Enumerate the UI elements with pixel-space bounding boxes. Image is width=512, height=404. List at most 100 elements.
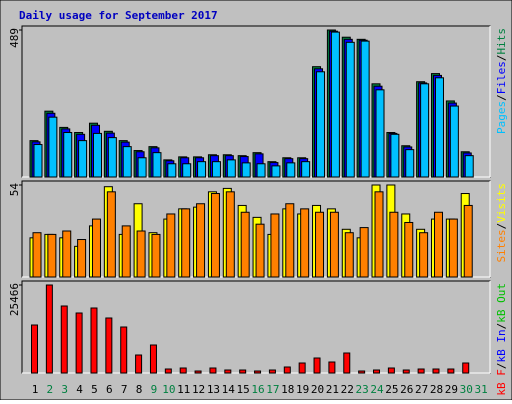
bar <box>283 366 291 374</box>
bar <box>449 105 459 178</box>
y-max-label: 54 <box>8 183 21 197</box>
bar <box>31 324 38 374</box>
x-tick-label: 28 <box>430 383 443 396</box>
legend-entry: kB In <box>495 329 508 362</box>
legend-separator: / <box>495 363 508 370</box>
bar <box>375 89 385 178</box>
bar <box>301 161 311 178</box>
x-tick-label: 31 <box>474 383 487 396</box>
bar <box>298 362 306 374</box>
bar <box>373 369 381 374</box>
legend: Sites/Visits <box>495 183 508 263</box>
bar <box>167 163 177 178</box>
bar <box>45 284 53 374</box>
bar <box>33 144 43 178</box>
legend-separator: / <box>495 223 508 230</box>
x-tick-label: 18 <box>281 383 294 396</box>
bar <box>390 133 400 178</box>
bar <box>345 41 355 178</box>
bar <box>62 230 72 278</box>
legend: kB F/kB In/kB Out <box>495 283 508 396</box>
bar <box>330 31 340 178</box>
x-tick-label: 23 <box>356 383 369 396</box>
bar <box>210 193 220 278</box>
legend-entry: Files <box>495 61 508 94</box>
bar <box>462 362 470 374</box>
bar <box>417 368 425 374</box>
bar <box>166 213 176 278</box>
chart-title: Daily usage for September 2017 <box>19 9 218 22</box>
bar <box>328 361 336 374</box>
panel <box>21 280 491 374</box>
bar <box>151 233 161 278</box>
legend-entry: Pages <box>495 101 508 134</box>
bar <box>359 227 369 278</box>
bar <box>194 370 202 374</box>
x-tick-label: 16 <box>251 383 264 396</box>
bar <box>387 367 395 374</box>
x-tick-label: 29 <box>445 383 458 396</box>
bar <box>329 211 339 278</box>
bar <box>270 213 280 278</box>
bar <box>107 137 117 178</box>
bar <box>121 225 131 278</box>
legend-separator: / <box>495 323 508 330</box>
bar <box>286 162 296 178</box>
bar <box>300 208 310 278</box>
bar <box>91 218 101 278</box>
bar <box>405 149 415 178</box>
x-tick-label: 2 <box>47 383 54 396</box>
bar <box>240 211 250 278</box>
bar <box>225 191 235 278</box>
bar <box>181 208 191 278</box>
x-tick-label: 17 <box>266 383 279 396</box>
bar <box>60 305 68 374</box>
bar <box>63 132 73 178</box>
bar <box>420 83 430 178</box>
bar <box>164 368 172 374</box>
bar <box>78 140 88 178</box>
x-tick-label: 12 <box>192 383 205 396</box>
bar <box>135 354 143 374</box>
x-tick-label: 27 <box>415 383 428 396</box>
x-tick-label: 10 <box>162 383 175 396</box>
y-max-label: 489 <box>8 28 21 48</box>
bar <box>90 307 98 374</box>
bar <box>136 230 146 278</box>
legend-entry: kB F <box>495 369 508 396</box>
bar <box>92 132 102 178</box>
bar <box>254 370 262 374</box>
bar <box>105 317 113 374</box>
x-tick-label: 8 <box>136 383 143 396</box>
legend-entry: Visits <box>495 183 508 223</box>
bar <box>316 71 326 178</box>
bar <box>224 369 232 374</box>
x-tick-label: 4 <box>76 383 83 396</box>
bar <box>120 326 128 374</box>
bar <box>149 344 157 374</box>
bar <box>463 204 473 278</box>
bar <box>285 203 295 278</box>
bar <box>343 352 351 374</box>
x-tick-label: 19 <box>296 383 309 396</box>
bar <box>226 159 236 178</box>
bar <box>447 368 455 374</box>
bar <box>48 116 58 178</box>
bar <box>47 233 57 278</box>
bar <box>182 163 192 178</box>
bar <box>241 162 251 178</box>
bar <box>404 221 414 278</box>
bar <box>315 211 325 278</box>
bar <box>239 369 247 374</box>
bar <box>419 232 429 278</box>
x-tick-label: 14 <box>222 383 236 396</box>
bar <box>344 232 354 278</box>
bar <box>313 357 321 374</box>
x-tick-label: 15 <box>237 383 250 396</box>
bar <box>432 368 440 374</box>
bar <box>77 239 87 278</box>
x-tick-label: 30 <box>460 383 473 396</box>
x-tick-label: 3 <box>61 383 68 396</box>
legend-entry: Hits <box>495 28 508 55</box>
